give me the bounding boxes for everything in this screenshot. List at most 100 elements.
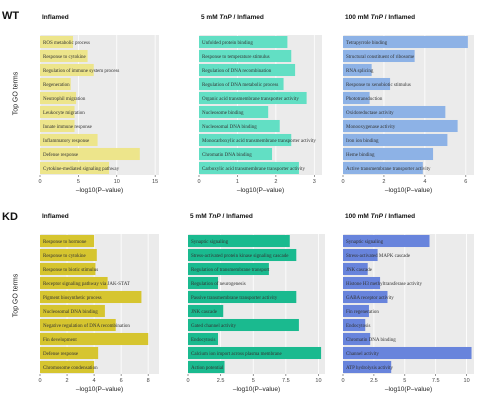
category-label: Passive transmembrane transporter activi… xyxy=(191,296,278,301)
category-label: Synaptic signaling xyxy=(346,240,384,245)
tick-label: 2 xyxy=(382,179,385,185)
category-label: Synaptic signaling xyxy=(191,240,229,245)
category-label: Calcium ion import across plasma membran… xyxy=(191,352,282,357)
category-label: Chromatin DNA binding xyxy=(346,338,396,343)
bar xyxy=(199,63,296,77)
bar xyxy=(188,318,299,332)
category-label: Regulation of transmembrane transport xyxy=(191,268,270,273)
category-label: Heme binding xyxy=(346,153,375,158)
tick-label: 15 xyxy=(152,179,158,185)
bar xyxy=(343,262,368,276)
tick-label: 0 xyxy=(341,179,344,185)
bar xyxy=(343,49,415,63)
category-label: Structural constituent of ribosome xyxy=(346,55,415,60)
bar xyxy=(343,234,430,248)
category-label: Organic acid transmembrane transporter a… xyxy=(202,97,299,102)
category-label: Stress-activated MAPK cascade xyxy=(346,254,411,259)
category-label: Response to xenobiotic stimulus xyxy=(346,83,411,88)
bar xyxy=(188,346,322,360)
tick-label: 3 xyxy=(313,179,316,185)
panel-4: 5 mM TnP / Inflamed Synaptic signaling Str… xyxy=(186,213,325,393)
category-label: Monocarboxylic acid transmembrane transp… xyxy=(202,139,316,144)
category-label: Stress-activated protein kinase signalin… xyxy=(191,254,289,259)
bar xyxy=(40,49,88,63)
bar xyxy=(199,147,273,161)
bar xyxy=(343,276,381,290)
panel-1: 5 mM TnP / Inflamed Unfolded protein bind… xyxy=(197,14,322,194)
category-label: Nucleosomal DNA binding xyxy=(202,125,257,130)
category-label: Unfolded protein binding xyxy=(202,41,253,46)
bar xyxy=(188,304,224,318)
panel-2: 100 mM TnP / Inflamed Tetrapyrrole bindin… xyxy=(341,14,474,194)
category-label: Nucleosomal DNA binding xyxy=(43,310,98,315)
tick-label: 1 xyxy=(236,179,239,185)
tick-label: 0 xyxy=(38,179,41,185)
category-label: Cytokine-mediated signaling pathway xyxy=(43,167,120,172)
bar xyxy=(188,248,297,262)
tick-label: 5 xyxy=(403,378,406,384)
panel-title-0: Inflamed xyxy=(42,14,69,21)
bar xyxy=(40,63,94,77)
panel-title-5: 100 mM TnP / Inflamed xyxy=(345,213,415,220)
category-label: RNA splicing xyxy=(346,69,374,74)
bar xyxy=(343,77,391,91)
category-label: Endocytosis xyxy=(346,324,370,329)
bar xyxy=(40,105,75,119)
x-axis-label: –log10(P–value) xyxy=(76,386,123,393)
bar xyxy=(343,332,371,346)
category-label: Oxidoreductase activity xyxy=(346,111,394,116)
tick-label: 2 xyxy=(66,378,69,384)
bar xyxy=(199,133,292,147)
bar xyxy=(40,346,99,360)
tick-label: 0 xyxy=(186,378,189,384)
category-label: Regulation of immune system process xyxy=(43,69,119,74)
bar xyxy=(343,147,434,161)
bar xyxy=(343,35,468,49)
category-label: JNK cascade xyxy=(191,310,218,315)
bar xyxy=(199,91,307,105)
category-label: Fin regeneration xyxy=(346,310,379,315)
category-label: Response to biotic stimulus xyxy=(43,268,98,273)
category-label: Carboxylic acid transmembrane transporte… xyxy=(202,167,306,172)
bar xyxy=(343,63,372,77)
bar xyxy=(40,318,116,332)
category-label: Histone H3 methyltransferase activity xyxy=(346,282,422,287)
x-axis-label: –log10(P–value) xyxy=(385,386,432,393)
category-label: Monooxygenase activity xyxy=(346,125,396,130)
bar xyxy=(343,346,472,360)
bar xyxy=(40,262,96,276)
category-label: Fin development xyxy=(43,338,77,343)
bar xyxy=(40,360,95,374)
category-label: Receptor signaling pathway via JAK-STAT xyxy=(43,282,130,287)
category-label: Regeneration xyxy=(43,83,70,88)
bar xyxy=(199,49,292,63)
x-axis-label: –log10(P–value) xyxy=(385,187,432,194)
category-label: Defense response xyxy=(43,153,79,158)
bar xyxy=(343,360,392,374)
category-label: Leukocyte migration xyxy=(43,111,85,116)
bar xyxy=(199,35,288,49)
bar xyxy=(343,119,458,133)
bar xyxy=(343,304,369,318)
bar xyxy=(40,332,149,346)
bar xyxy=(199,161,299,175)
tick-label: 10 xyxy=(464,378,470,384)
bar xyxy=(188,290,297,304)
tick-label: 10 xyxy=(114,179,120,185)
category-label: Innate immune response xyxy=(43,125,93,130)
panel-title-3: Inflamed xyxy=(42,213,69,220)
category-label: Regulation of neurogenesis xyxy=(191,282,246,287)
panel-3: Inflamed Response to hormone Response to c… xyxy=(38,213,159,393)
category-label: Regulation of DNA recombination xyxy=(202,69,272,74)
category-label: Response to temperature stimulus xyxy=(202,55,270,60)
x-axis-label: –log10(P–value) xyxy=(76,187,123,194)
bar xyxy=(40,147,140,161)
tick-label: 10 xyxy=(315,378,321,384)
tick-label: 6 xyxy=(464,179,467,185)
bar xyxy=(199,119,280,133)
category-label: Chromatin DNA binding xyxy=(202,153,252,158)
bar xyxy=(40,77,71,91)
tick-label: 2 xyxy=(274,179,277,185)
tick-label: 0 xyxy=(341,378,344,384)
category-label: Neutrophil migration xyxy=(43,97,86,102)
